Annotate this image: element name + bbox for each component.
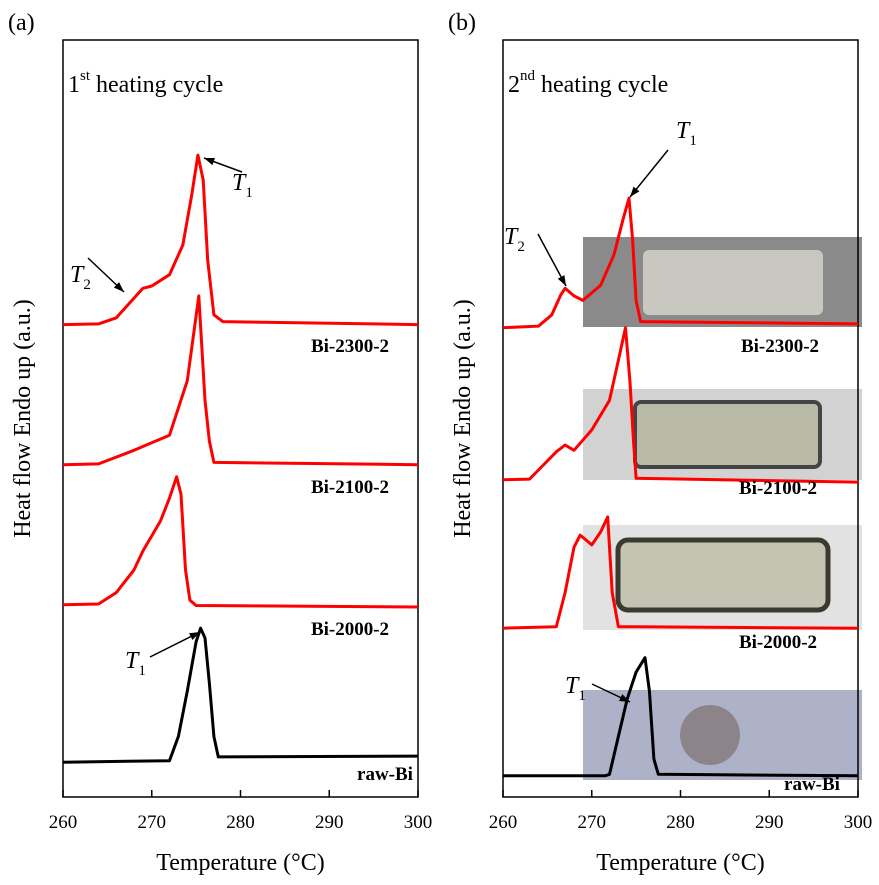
curve [502,326,859,484]
curve-label: Bi-2000-2 [311,619,389,640]
curve [62,294,419,467]
arrow-head [619,694,630,702]
annotation-text: T [70,262,85,288]
x-tick-label: 260 [49,812,78,833]
annotation: T2 [70,262,91,293]
subtitle-sup: nd [520,68,536,84]
plot-frame [62,39,419,798]
curve-label: Bi-2300-2 [741,336,819,357]
x-tick-label: 270 [578,812,607,833]
curve [502,515,859,630]
x-tick-label: 280 [666,812,695,833]
annotation-text: T [125,648,140,674]
x-axis-label: Temperature (°C) [156,850,325,876]
annotation: T1 [676,118,697,149]
subtitle-rest: heating cycle [535,72,668,98]
curve [62,475,419,609]
arrow-head [204,158,215,166]
x-tick-label: 290 [315,812,344,833]
annotation: T1 [565,673,586,704]
subtitle: 2nd heating cycle [508,68,668,98]
arrow-head [630,186,640,197]
annotation-sub: 1 [689,133,697,149]
arrow-head [557,275,566,286]
annotation-text: T [504,224,519,250]
x-axis-label: Temperature (°C) [596,850,765,876]
subtitle-text: 2 [508,72,520,98]
x-tick-label: 290 [755,812,784,833]
x-tick-label: 270 [138,812,167,833]
y-axis-label: Heat flow Endo up (a.u.) [10,299,36,538]
annotation-sub: 2 [517,239,525,255]
photo-sample [643,250,823,315]
annotation-text: T [232,170,247,196]
curve [502,196,859,330]
annotation-text: T [676,118,691,144]
curve-label: raw-Bi [357,764,413,785]
photo-sample [615,537,831,613]
subtitle-sup: st [80,68,91,84]
annotation: T2 [504,224,525,255]
arrow-head [113,282,124,292]
arrow-head [189,632,200,640]
panel-label: (a) [8,10,35,36]
x-tick-label: 280 [226,812,255,833]
annotation-text: T [565,673,580,699]
photo-sample [680,705,740,765]
photos [583,237,862,780]
panel-label: (b) [448,10,476,36]
annotation-sub: 1 [245,185,253,201]
annotation-sub: 1 [138,663,146,679]
x-tick-label: 300 [404,812,433,833]
annotation: T1 [125,648,146,679]
curve-label: Bi-2100-2 [739,478,817,499]
curve [503,656,859,778]
curve [62,626,419,764]
subtitle-rest: heating cycle [90,72,223,98]
curve-label: Bi-2300-2 [311,336,389,357]
curve-label: Bi-2000-2 [739,632,817,653]
annotation: T1 [232,170,253,201]
x-tick-label: 300 [844,812,873,833]
curve-label: raw-Bi [784,774,840,795]
annotation-sub: 1 [578,688,586,704]
x-tick-label: 260 [489,812,518,833]
subtitle-text: 1 [68,72,80,98]
photo-sample [633,400,822,469]
y-axis-label: Heat flow Endo up (a.u.) [450,299,476,538]
curve [62,153,419,327]
curve-label: Bi-2100-2 [311,477,389,498]
subtitle: 1st heating cycle [68,68,223,98]
annotation-sub: 2 [83,277,91,293]
